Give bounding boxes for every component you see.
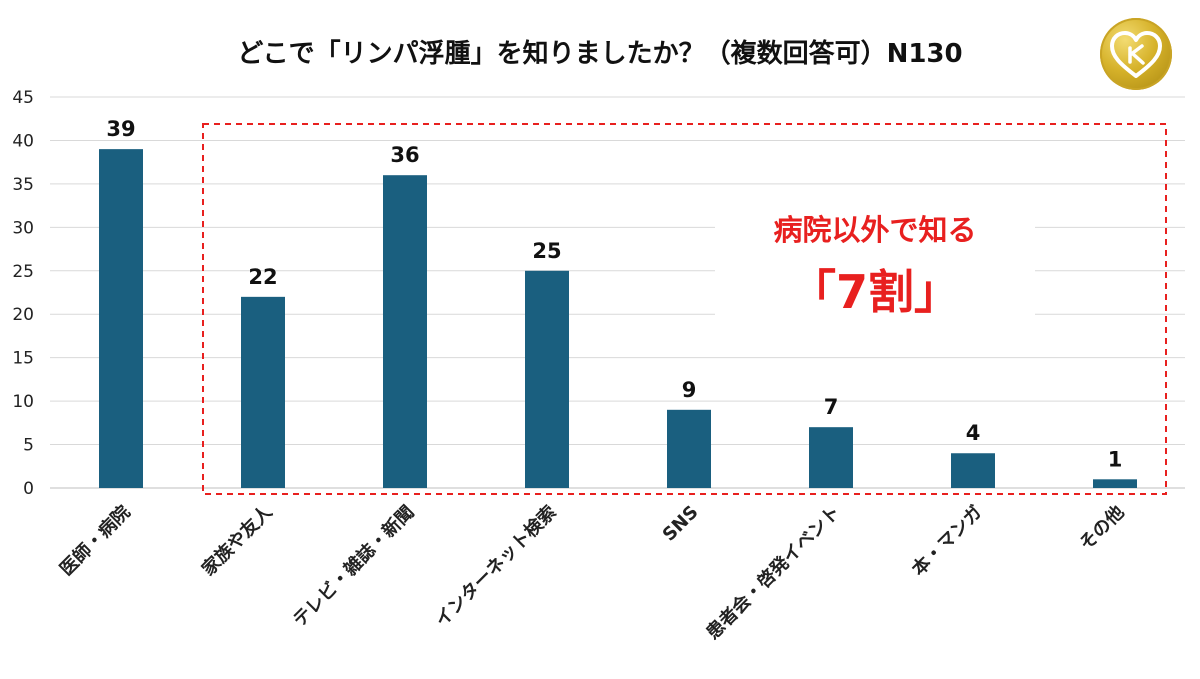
callout-line2: 「7割」 bbox=[790, 265, 960, 319]
bars bbox=[99, 149, 1137, 488]
bar bbox=[525, 270, 569, 488]
x-tick-label: その他 bbox=[1075, 501, 1129, 555]
x-tick-label: 家族や友人 bbox=[197, 500, 277, 580]
x-tick-label: 医師・病院 bbox=[55, 501, 134, 580]
data-label: 7 bbox=[824, 395, 839, 419]
y-tick-label: 25 bbox=[12, 262, 34, 282]
bar bbox=[1093, 479, 1137, 488]
x-tick-label: テレビ・雑誌・新聞 bbox=[288, 501, 418, 631]
y-axis: 0 5 10 15 20 25 30 35 40 45 bbox=[12, 88, 34, 499]
y-tick-label: 40 bbox=[12, 131, 34, 151]
data-label: 22 bbox=[248, 265, 277, 289]
x-tick-label: インターネット検索 bbox=[430, 501, 560, 631]
callout-backdrop bbox=[715, 200, 1035, 330]
bar bbox=[667, 409, 711, 488]
data-label: 25 bbox=[532, 239, 561, 263]
grid-layer bbox=[50, 96, 1185, 489]
bar bbox=[99, 149, 143, 488]
bar bbox=[809, 427, 853, 488]
callout-line1: 病院以外で知る bbox=[773, 213, 976, 247]
y-tick-label: 15 bbox=[12, 349, 34, 369]
y-tick-label: 0 bbox=[23, 479, 34, 499]
y-tick-label: 20 bbox=[12, 305, 34, 325]
bar bbox=[951, 453, 995, 488]
data-label: 39 bbox=[106, 117, 135, 141]
chart-title: どこで「リンパ浮腫」を知りましたか？（複数回答可）N130 bbox=[237, 38, 962, 69]
data-labels: 39 22 36 25 9 7 4 1 bbox=[106, 117, 1122, 471]
highlight-box bbox=[202, 123, 1167, 495]
data-label: 1 bbox=[1108, 447, 1123, 471]
y-tick-label: 45 bbox=[12, 88, 34, 108]
y-tick-label: 30 bbox=[12, 218, 34, 238]
y-tick-label: 5 bbox=[23, 436, 34, 456]
x-axis: 医師・病院 家族や友人 テレビ・雑誌・新聞 インターネット検索 SNS 患者会・啓発イベン… bbox=[55, 500, 1128, 644]
data-label: 36 bbox=[390, 143, 419, 167]
data-label: 9 bbox=[682, 378, 697, 402]
gold-heart-logo-icon bbox=[1100, 18, 1172, 90]
x-tick-label: SNS bbox=[659, 502, 703, 546]
y-tick-label: 35 bbox=[12, 175, 34, 195]
bar bbox=[383, 175, 427, 488]
x-tick-label: 本・マンガ bbox=[907, 501, 986, 580]
bar bbox=[241, 296, 285, 488]
y-tick-label: 10 bbox=[12, 392, 34, 412]
x-tick-label: 患者会・啓発イベント bbox=[702, 501, 845, 644]
data-label: 4 bbox=[966, 421, 981, 445]
